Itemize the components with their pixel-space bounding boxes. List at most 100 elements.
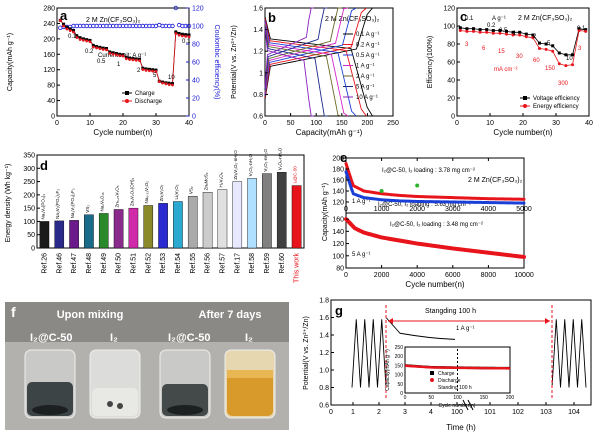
x-tick-label: 6000 — [445, 272, 461, 279]
discharge-point — [124, 57, 128, 61]
panel-f-letter: f — [11, 304, 16, 320]
y-tick-label: 100 — [23, 219, 35, 226]
legend-label: 5 A g⁻¹ — [356, 85, 375, 91]
vial-i2c50-aged — [159, 349, 211, 419]
voltage-point — [564, 53, 568, 57]
legend-voltage-text: Voltage efficiency — [533, 96, 580, 102]
panel-e-rate2: 5 A g⁻¹ — [352, 252, 371, 258]
energy-bar — [202, 191, 213, 249]
panel-c-unit-bottom: mA cm⁻² — [494, 67, 518, 73]
voltage-point — [458, 26, 462, 30]
x-tick-label: 5000 — [516, 206, 532, 213]
x-tick-label: 0 — [329, 409, 333, 416]
panel-e-marks — [344, 162, 526, 259]
panel-c-title: 2 M Zn(CF₃SO₃)₂ — [518, 15, 573, 22]
discharge-point — [151, 69, 155, 73]
charge-point — [78, 36, 82, 40]
category-label: Ref.56 — [205, 253, 212, 274]
inset-ylabel: Capacity(mAh g⁻¹) — [385, 349, 391, 391]
photo-top-band — [5, 302, 289, 342]
panel-g-standing: Stangding 100 h — [425, 308, 476, 315]
rate-label: 0.1 — [182, 39, 191, 45]
energy-bar — [187, 195, 198, 249]
panel-a-legend: Charge Discharge — [122, 91, 163, 105]
y2-tick-label: 120 — [192, 6, 204, 13]
y-tick-label: 60 — [447, 60, 455, 67]
y-tick-label: 120 — [443, 6, 455, 13]
vial-sediment — [167, 405, 203, 415]
discharge-curve — [264, 28, 314, 117]
x-tick-label: 4 — [429, 409, 433, 416]
panel-c-letter: c — [460, 9, 467, 24]
rate-label: 5 — [153, 73, 157, 79]
inset-y-tick: 50 — [397, 382, 403, 388]
bar-label: V₂O₅·nH₂O — [248, 153, 253, 176]
category-label: Ref.52 — [145, 253, 152, 274]
x-tick-label: 104 — [568, 409, 580, 416]
x-tick-label: 200 — [362, 120, 374, 127]
charge-point — [68, 27, 72, 31]
energy-point — [465, 29, 469, 33]
vial-liquid — [92, 388, 138, 416]
charge-point — [62, 22, 66, 26]
rate-label-top: 0.1 — [577, 26, 586, 32]
energy-bar — [158, 203, 168, 249]
energy-bar — [276, 172, 287, 249]
charge-point — [91, 43, 95, 47]
bar-label: VS₂ — [189, 186, 194, 194]
rate-label-bottom: 3 — [465, 42, 469, 48]
legend-discharge-text: Discharge — [135, 99, 163, 105]
x-tick-label: 50 — [287, 120, 295, 127]
rate-label-top: 1 — [513, 31, 517, 37]
energy-point — [551, 49, 555, 53]
energy-bar — [217, 189, 228, 249]
inset-legend-charge-marker — [430, 371, 434, 375]
energy-bar — [173, 201, 183, 249]
x-tick-label: 100 — [310, 120, 322, 127]
energy-bar — [232, 181, 243, 249]
discharge-point — [148, 69, 151, 73]
x-tick-label: 2000 — [374, 272, 390, 279]
energy-point — [564, 64, 568, 68]
bar-label: ZnₓV₂O₅·nH₂O — [233, 150, 238, 180]
rest-curve — [385, 317, 456, 340]
y-tick-label: 1.4 — [319, 333, 329, 340]
voltage-point — [472, 27, 475, 31]
y-tick-label: 160 — [332, 217, 344, 224]
discharge-point — [131, 58, 135, 62]
category-label: Ref.57 — [219, 253, 226, 274]
y-tick-label: 80 — [447, 42, 455, 49]
panel-g-rate: 1 A g⁻¹ — [456, 326, 475, 332]
category-label: Ref.50 — [116, 253, 123, 274]
panel-a-title: 2 M Zn(CF₃SO₃)₂ — [86, 17, 141, 24]
x-tick-label: 100 — [451, 409, 463, 416]
discharge-point — [115, 53, 118, 57]
voltage-point — [511, 30, 515, 34]
x-tick-label: 103 — [540, 409, 552, 416]
panel-g-xlabel: Time (h) — [446, 423, 476, 432]
y-tick-label: 180 — [332, 167, 344, 174]
inset-marks: 0 50 100 150 200 0 50 100 150 200 250 — [395, 345, 515, 401]
y-tick-label: 350 — [23, 153, 35, 160]
inset-y-tick: 150 — [395, 363, 404, 369]
panel-b-ticks: 0 50 100 150 200 250 0.6 0.8 1 1.2 1.4 1.6 — [253, 6, 399, 128]
cycle-band — [344, 217, 526, 259]
y-tick-label: 150 — [23, 206, 35, 213]
panel-e-ylabel: Capacity(mAh g⁻¹) — [322, 183, 329, 241]
inset-legend-discharge-marker — [430, 378, 434, 382]
marker-point — [415, 183, 420, 188]
panel-b: b 2 M Zn(CF₃SO₃)₂ Potential(V vs. Zn²⁺/Z… — [231, 6, 399, 138]
charge-curve — [264, 7, 373, 100]
discharge-point — [144, 68, 148, 72]
rate-label-top: 2 — [533, 34, 537, 40]
panel-d: d Energy density (Wh kg⁻¹) Na₃V₂(PO₄)₃ Re… — [5, 147, 305, 283]
ce-point — [173, 5, 178, 11]
legend-label: 2 A g⁻¹ — [356, 74, 375, 80]
discharge-point — [95, 46, 98, 50]
rate-label-top: 0.2 — [487, 23, 496, 29]
y-tick-label: 140 — [332, 189, 344, 196]
y-tick-label: 200 — [43, 36, 55, 43]
energy-bar — [143, 205, 154, 249]
discharge-point — [154, 70, 158, 73]
voltage-point — [544, 42, 548, 46]
